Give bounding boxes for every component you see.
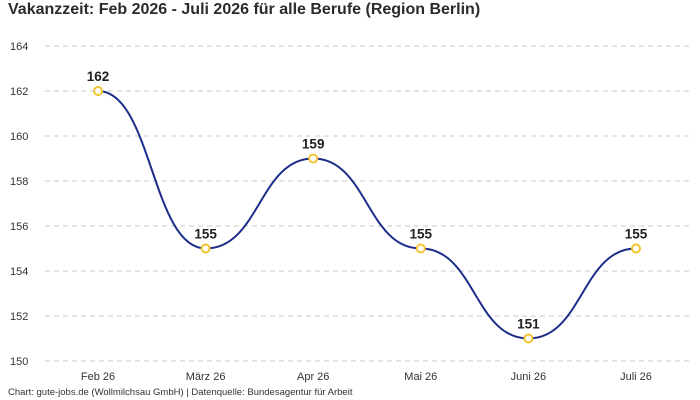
data-point-0 <box>93 86 103 96</box>
y-axis-ticks: 150 152 154 156 158 160 162 164 <box>10 41 28 368</box>
data-points <box>93 86 641 344</box>
gridlines <box>45 45 692 362</box>
y-tick-label-164: 164 <box>10 41 28 53</box>
data-label-1: 155 <box>194 227 217 242</box>
data-label-2: 159 <box>302 137 325 152</box>
x-tick-label-0: Feb 26 <box>81 371 115 383</box>
data-point-3 <box>415 243 426 254</box>
chart-title: Vakanzzeit: Feb 2026 - Juli 2026 für all… <box>8 1 481 18</box>
data-point-4 <box>523 333 534 344</box>
x-tick-label-2: Apr 26 <box>297 371 329 383</box>
data-point-2 <box>308 153 319 164</box>
data-label-3: 155 <box>410 227 433 242</box>
data-labels: 162 155 159 155 151 155 <box>87 69 648 332</box>
y-tick-label-156: 156 <box>10 221 28 233</box>
y-tick-label-152: 152 <box>10 311 28 323</box>
data-point-5 <box>631 243 641 254</box>
data-label-5: 155 <box>625 227 648 242</box>
data-label-4: 151 <box>517 317 540 332</box>
x-tick-label-5: Juli 26 <box>620 371 652 383</box>
y-tick-label-150: 150 <box>10 356 28 368</box>
x-axis-ticks: Feb 26 März 26 Apr 26 Mai 26 Juni 26 Juli 26 <box>81 371 652 383</box>
x-tick-label-1: März 26 <box>186 371 226 383</box>
y-tick-label-162: 162 <box>10 86 28 98</box>
x-tick-label-4: Juni 26 <box>511 371 546 383</box>
chart-source-note: Chart: gute-jobs.de (Wollmilchsau GmbH) … <box>8 387 353 398</box>
data-label-0: 162 <box>87 69 110 84</box>
y-tick-label-160: 160 <box>10 131 28 143</box>
x-tick-label-3: Mai 26 <box>404 371 437 383</box>
y-tick-label-158: 158 <box>10 176 28 188</box>
data-point-1 <box>200 243 211 254</box>
y-tick-label-154: 154 <box>10 266 28 278</box>
series-line-0 <box>97 90 637 340</box>
series-line-layer <box>97 90 637 340</box>
